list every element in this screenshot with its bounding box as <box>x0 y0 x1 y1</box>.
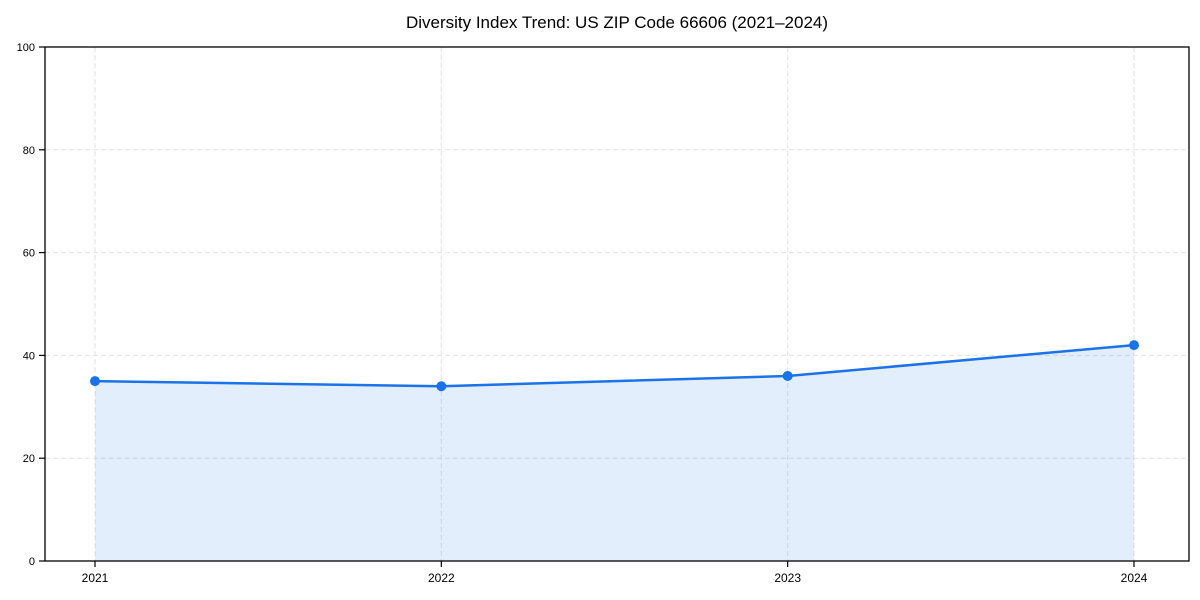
x-axis-tick-label: 2024 <box>1121 571 1148 585</box>
y-axis-tick-label: 20 <box>23 453 35 465</box>
y-axis-tick-label: 80 <box>23 145 35 157</box>
chart-title: Diversity Index Trend: US ZIP Code 66606… <box>405 13 829 32</box>
data-point-marker <box>782 370 793 381</box>
plot-border <box>44 46 1190 562</box>
x-axis-tick-label: 2022 <box>428 571 455 585</box>
y-axis-tick-label: 40 <box>23 350 35 362</box>
series-line <box>93 343 1136 388</box>
y-axis-tick-label: 100 <box>17 42 35 54</box>
data-point-marker <box>436 381 447 392</box>
data-point-marker <box>1129 340 1139 351</box>
x-axis-tick-label: 2023 <box>774 571 801 585</box>
x-axis-tick-label: 2021 <box>82 571 109 585</box>
series-area-fill <box>95 345 1134 561</box>
data-point-marker <box>90 376 100 387</box>
y-axis-tick-label: 0 <box>29 556 35 568</box>
y-axis-tick-label: 60 <box>23 248 35 260</box>
